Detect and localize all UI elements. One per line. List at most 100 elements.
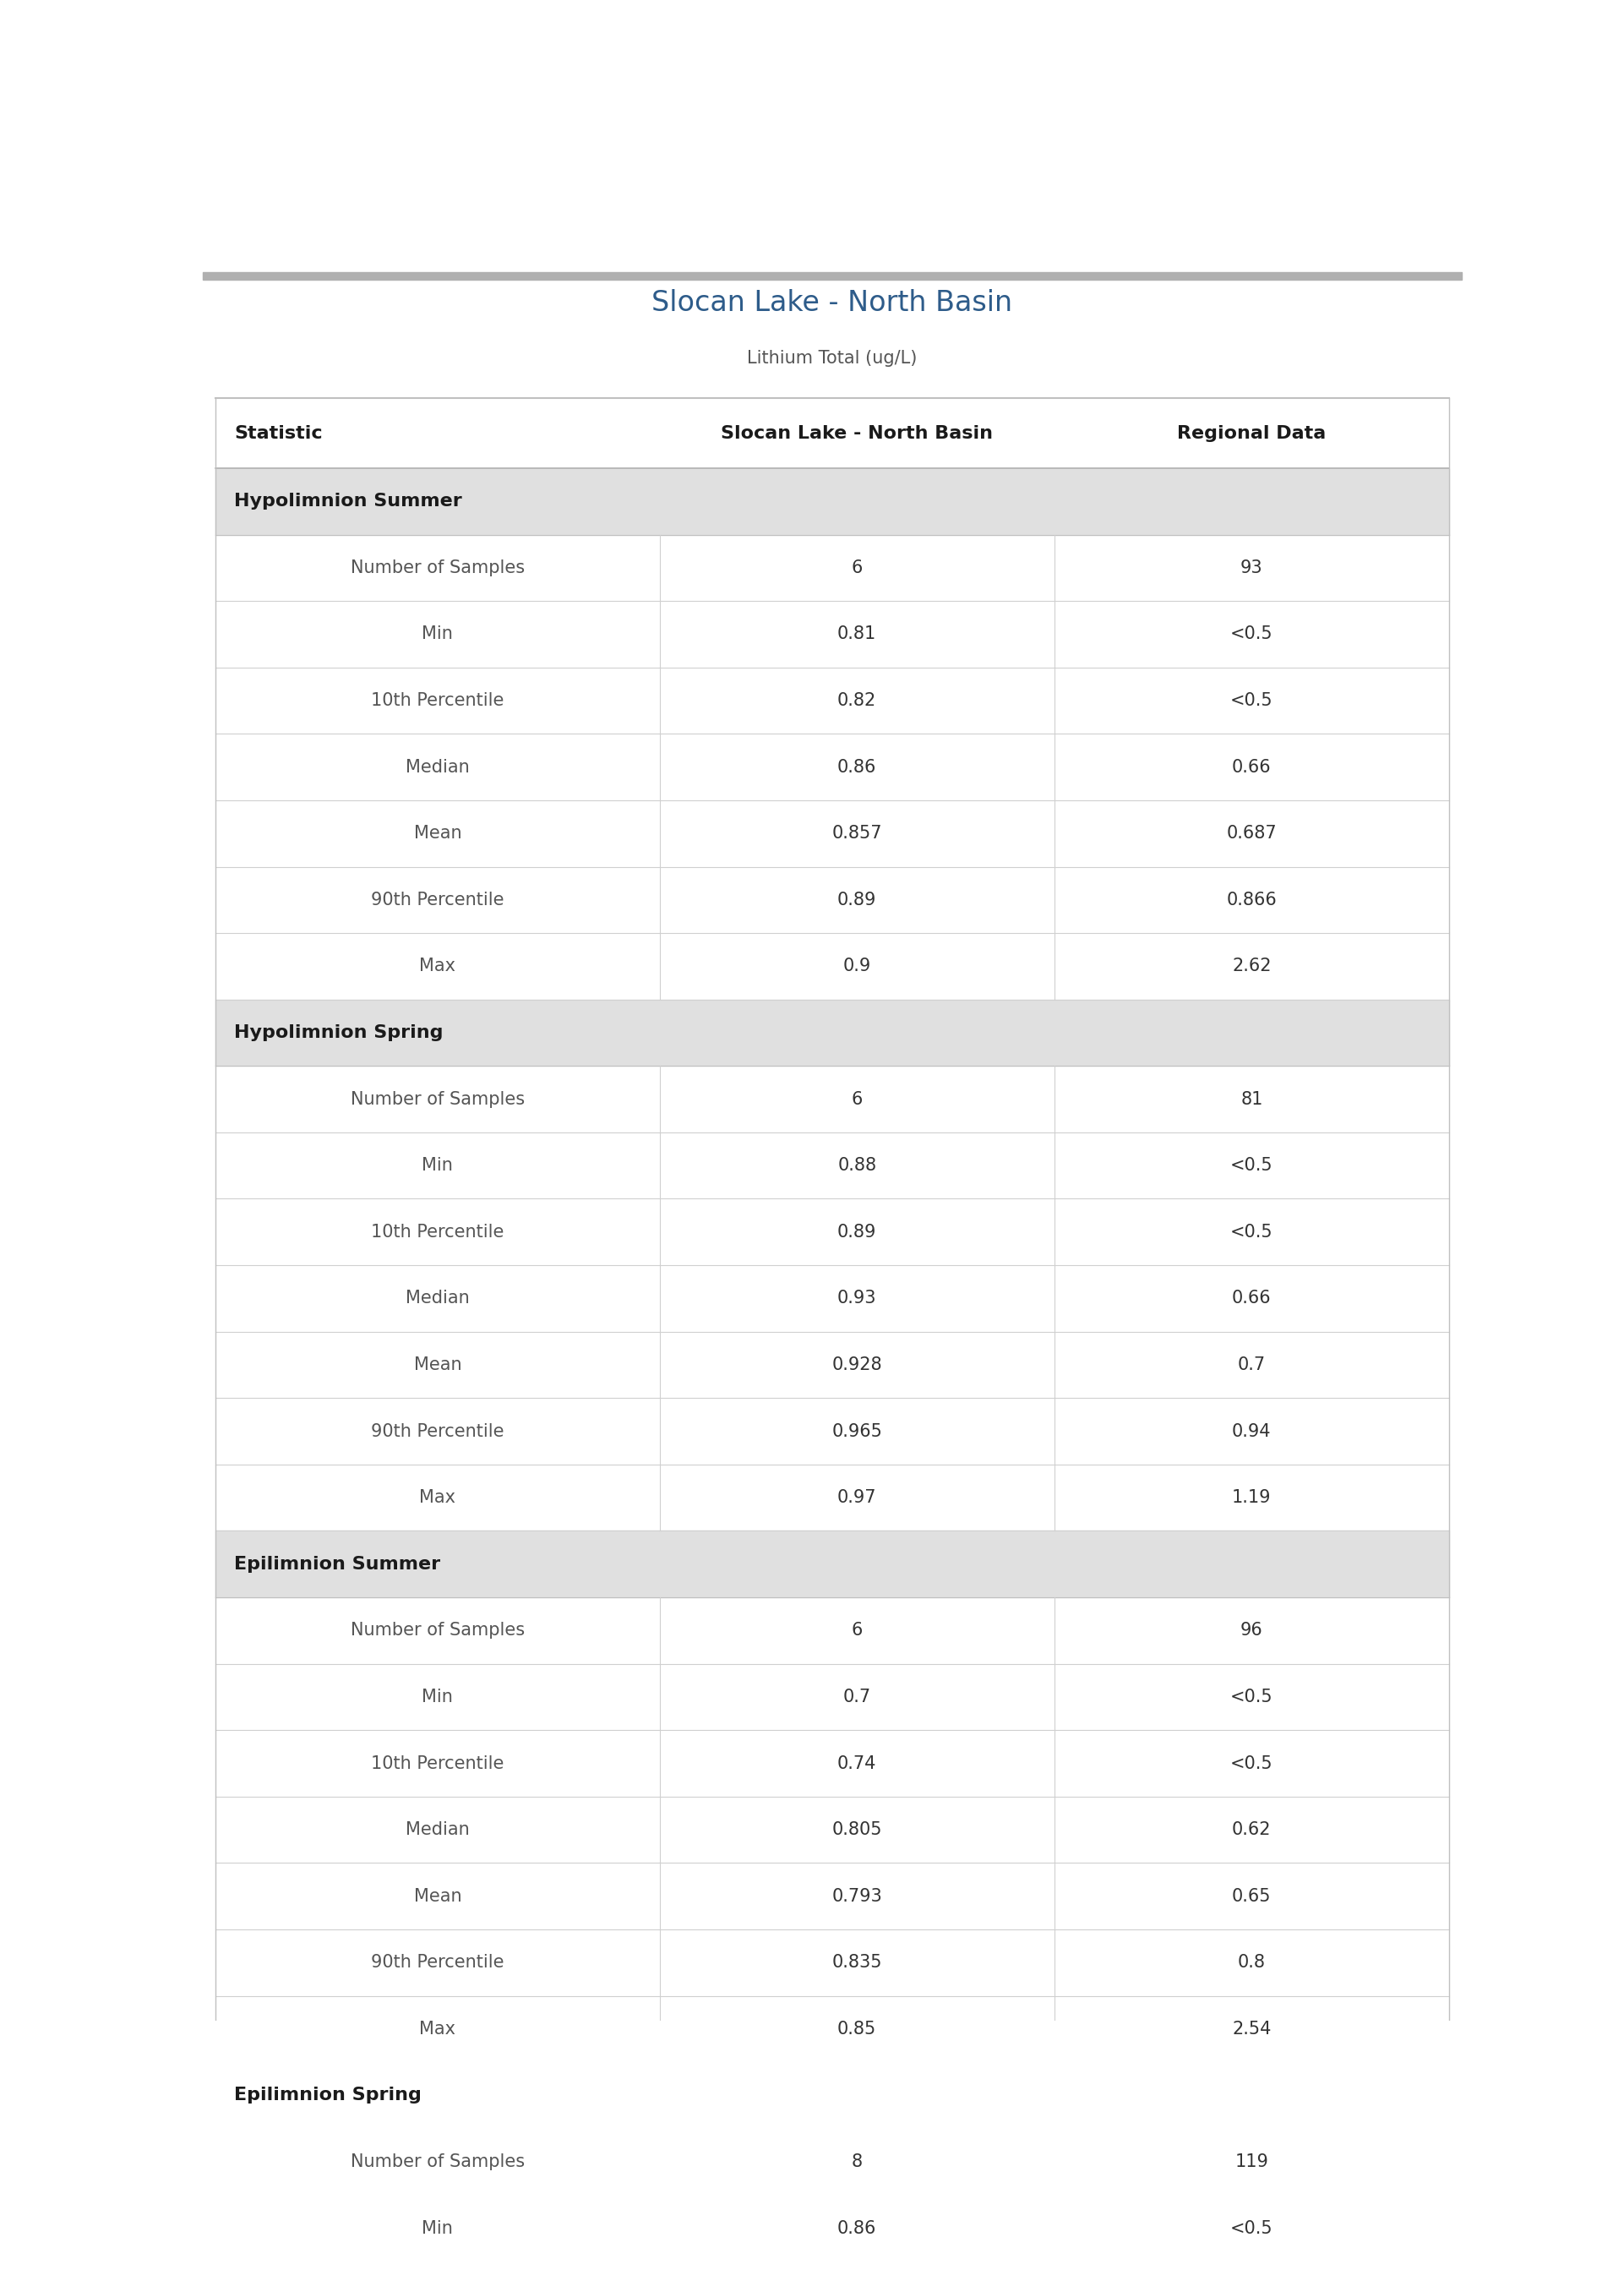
Text: 0.81: 0.81 xyxy=(838,627,877,642)
Bar xyxy=(216,1264,1449,1332)
Bar xyxy=(216,867,1449,933)
Text: 0.7: 0.7 xyxy=(843,1689,870,1705)
Text: 0.793: 0.793 xyxy=(831,1889,882,1905)
Text: 2.62: 2.62 xyxy=(1233,958,1272,974)
Text: 0.62: 0.62 xyxy=(1233,1821,1272,1839)
Text: 1.19: 1.19 xyxy=(1233,1489,1272,1505)
Bar xyxy=(216,1464,1449,1530)
Text: 0.74: 0.74 xyxy=(838,1755,877,1773)
Text: 0.97: 0.97 xyxy=(838,1489,877,1505)
Text: 10th Percentile: 10th Percentile xyxy=(372,1755,503,1773)
Text: 0.94: 0.94 xyxy=(1233,1423,1272,1439)
Bar xyxy=(216,1730,1449,1796)
Text: Max: Max xyxy=(419,1489,456,1505)
Text: 10th Percentile: 10th Percentile xyxy=(372,1224,503,1239)
Bar xyxy=(216,933,1449,999)
Text: Max: Max xyxy=(419,2020,456,2038)
Text: 0.857: 0.857 xyxy=(831,824,882,842)
Text: 2.54: 2.54 xyxy=(1233,2020,1272,2038)
Text: Min: Min xyxy=(422,627,453,642)
Text: 90th Percentile: 90th Percentile xyxy=(370,1423,503,1439)
Text: 93: 93 xyxy=(1241,558,1263,577)
Text: Min: Min xyxy=(422,1689,453,1705)
Bar xyxy=(203,272,1462,279)
Text: 96: 96 xyxy=(1241,1623,1263,1639)
Text: 0.9: 0.9 xyxy=(843,958,870,974)
Text: Max: Max xyxy=(419,958,456,974)
Text: 0.93: 0.93 xyxy=(838,1289,877,1308)
Text: <0.5: <0.5 xyxy=(1231,627,1273,642)
Text: Number of Samples: Number of Samples xyxy=(351,2154,525,2170)
Text: 119: 119 xyxy=(1234,2154,1268,2170)
Bar xyxy=(216,1133,1449,1199)
Text: Median: Median xyxy=(406,1821,469,1839)
Bar xyxy=(216,1199,1449,1264)
Text: 81: 81 xyxy=(1241,1090,1263,1108)
Text: Regional Data: Regional Data xyxy=(1177,424,1327,443)
Text: Hypolimnion Summer: Hypolimnion Summer xyxy=(234,493,463,511)
Text: Slocan Lake - North Basin: Slocan Lake - North Basin xyxy=(721,424,992,443)
Text: 90th Percentile: 90th Percentile xyxy=(370,892,503,908)
Text: Min: Min xyxy=(422,2220,453,2236)
Text: 0.89: 0.89 xyxy=(838,892,877,908)
Text: 0.687: 0.687 xyxy=(1226,824,1276,842)
Bar xyxy=(216,2061,1449,2129)
Bar xyxy=(216,1332,1449,1398)
Bar xyxy=(216,733,1449,801)
Bar xyxy=(216,1930,1449,1995)
Bar xyxy=(216,536,1449,602)
Text: Median: Median xyxy=(406,1289,469,1308)
Text: 0.65: 0.65 xyxy=(1233,1889,1272,1905)
Bar xyxy=(216,602,1449,667)
Bar xyxy=(216,999,1449,1067)
Text: 0.82: 0.82 xyxy=(838,692,877,708)
Bar xyxy=(216,2261,1449,2270)
Text: Number of Samples: Number of Samples xyxy=(351,1090,525,1108)
Text: 10th Percentile: 10th Percentile xyxy=(372,692,503,708)
Text: 0.7: 0.7 xyxy=(1237,1357,1265,1373)
Text: 0.66: 0.66 xyxy=(1233,1289,1272,1308)
Text: <0.5: <0.5 xyxy=(1231,1158,1273,1174)
Bar xyxy=(216,1864,1449,1930)
Text: Epilimnion Spring: Epilimnion Spring xyxy=(234,2086,422,2104)
Bar xyxy=(216,1995,1449,2061)
Text: Lithium Total (ug/L): Lithium Total (ug/L) xyxy=(747,350,918,368)
Text: 0.805: 0.805 xyxy=(831,1821,882,1839)
Text: 0.86: 0.86 xyxy=(838,2220,877,2236)
Text: 0.66: 0.66 xyxy=(1233,758,1272,776)
Text: 6: 6 xyxy=(851,558,862,577)
Text: 8: 8 xyxy=(851,2154,862,2170)
Text: 90th Percentile: 90th Percentile xyxy=(370,1954,503,1970)
Text: 0.89: 0.89 xyxy=(838,1224,877,1239)
Text: Statistic: Statistic xyxy=(234,424,323,443)
Bar xyxy=(216,1598,1449,1664)
Text: 0.835: 0.835 xyxy=(831,1954,882,1970)
Text: <0.5: <0.5 xyxy=(1231,1224,1273,1239)
Bar xyxy=(216,2195,1449,2261)
Text: Hypolimnion Spring: Hypolimnion Spring xyxy=(234,1024,443,1042)
Text: 0.8: 0.8 xyxy=(1237,1954,1265,1970)
Text: Number of Samples: Number of Samples xyxy=(351,558,525,577)
Text: <0.5: <0.5 xyxy=(1231,692,1273,708)
Text: Min: Min xyxy=(422,1158,453,1174)
Bar xyxy=(216,468,1449,536)
Text: <0.5: <0.5 xyxy=(1231,1755,1273,1773)
Text: Mean: Mean xyxy=(414,1357,461,1373)
Text: Number of Samples: Number of Samples xyxy=(351,1623,525,1639)
Bar xyxy=(216,397,1449,468)
Text: Mean: Mean xyxy=(414,824,461,842)
Bar xyxy=(216,1067,1449,1133)
Bar xyxy=(216,2129,1449,2195)
Bar xyxy=(216,1398,1449,1464)
Text: 0.866: 0.866 xyxy=(1226,892,1276,908)
Text: Epilimnion Summer: Epilimnion Summer xyxy=(234,1555,440,1573)
Text: Median: Median xyxy=(406,758,469,776)
Text: 0.928: 0.928 xyxy=(831,1357,882,1373)
Text: 0.85: 0.85 xyxy=(838,2020,877,2038)
Bar xyxy=(216,801,1449,867)
Bar xyxy=(216,667,1449,733)
Text: 0.88: 0.88 xyxy=(838,1158,877,1174)
Bar xyxy=(216,1530,1449,1598)
Bar xyxy=(216,1664,1449,1730)
Text: <0.5: <0.5 xyxy=(1231,1689,1273,1705)
